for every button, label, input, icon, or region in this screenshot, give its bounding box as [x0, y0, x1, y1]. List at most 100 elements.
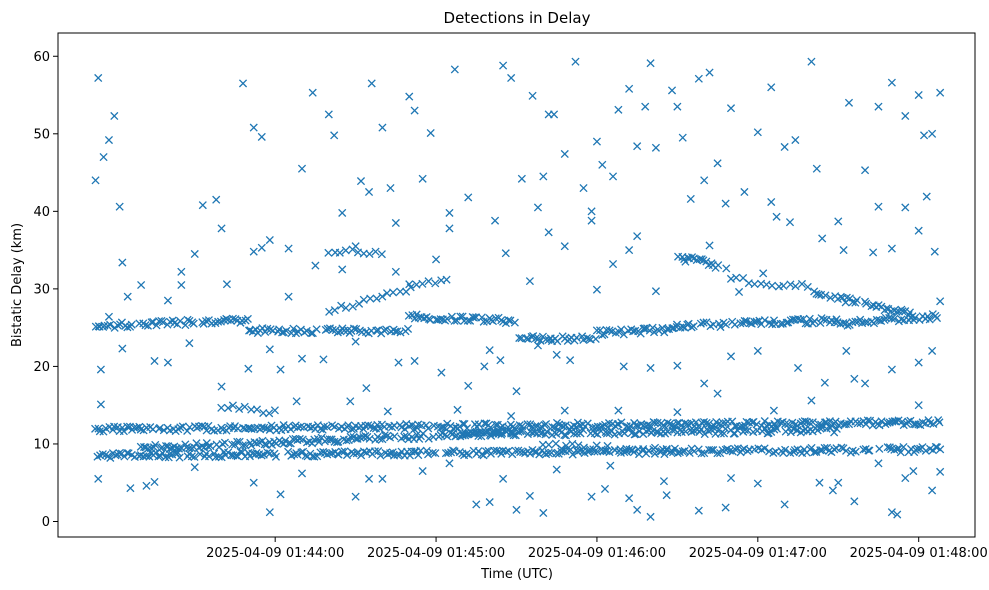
- data-point: [298, 435, 307, 444]
- data-point: [901, 111, 910, 121]
- data-point: [371, 247, 380, 256]
- data-point: [605, 448, 614, 457]
- data-point: [673, 361, 682, 370]
- data-point: [807, 396, 816, 405]
- data-point: [346, 432, 355, 441]
- plot-area: [91, 57, 945, 521]
- data-point: [511, 446, 520, 455]
- x-tick-label: 2025-04-09 01:48:00: [850, 546, 988, 561]
- data-point: [249, 247, 258, 256]
- data-point: [307, 439, 317, 448]
- data-point: [816, 446, 825, 455]
- data-point: [536, 336, 545, 345]
- data-point: [869, 248, 878, 257]
- data-point: [663, 427, 672, 436]
- data-point: [651, 143, 660, 152]
- data-point: [560, 149, 569, 159]
- data-point: [445, 459, 454, 468]
- data-point: [614, 105, 623, 114]
- data-point: [600, 484, 610, 493]
- data-point: [533, 203, 543, 212]
- data-point: [759, 269, 768, 278]
- data-point: [517, 174, 526, 183]
- data-point: [444, 448, 453, 457]
- data-point: [340, 447, 349, 456]
- data-point: [378, 435, 387, 444]
- data-point: [370, 447, 379, 456]
- data-point: [676, 425, 685, 434]
- data-point: [722, 264, 731, 273]
- data-point: [337, 301, 346, 310]
- data-point: [780, 500, 789, 509]
- data-point: [808, 418, 817, 427]
- data-point: [175, 453, 184, 462]
- data-point: [330, 131, 339, 140]
- data-point: [592, 137, 601, 146]
- data-point: [437, 368, 446, 377]
- data-point: [499, 474, 508, 483]
- data-point: [646, 59, 655, 68]
- data-point: [721, 424, 730, 433]
- data-point: [265, 508, 274, 517]
- data-point: [702, 257, 711, 266]
- data-point: [535, 450, 544, 459]
- data-point: [718, 446, 727, 455]
- data-point: [639, 444, 648, 454]
- data-point: [252, 448, 261, 458]
- data-point: [645, 446, 654, 455]
- data-point: [367, 79, 376, 88]
- data-point: [224, 403, 233, 413]
- data-point: [841, 419, 851, 429]
- data-point: [819, 315, 828, 324]
- x-axis: 2025-04-09 01:44:00 2025-04-09 01:45:00 20…: [206, 537, 988, 561]
- data-point: [115, 449, 124, 458]
- data-point: [96, 400, 105, 409]
- data-point: [760, 417, 769, 426]
- data-point: [418, 467, 427, 476]
- data-point: [730, 444, 739, 454]
- data-point: [424, 277, 433, 286]
- data-point: [633, 232, 642, 241]
- data-point: [875, 444, 884, 453]
- data-point: [235, 404, 244, 414]
- data-point: [431, 449, 440, 458]
- data-point: [356, 433, 365, 442]
- data-point: [276, 365, 285, 374]
- data-point: [458, 312, 467, 321]
- data-point: [750, 317, 759, 326]
- data-point: [752, 317, 761, 326]
- data-point: [914, 401, 923, 410]
- data-point: [214, 317, 223, 326]
- data-point: [678, 322, 688, 332]
- data-point: [136, 425, 145, 434]
- data-point: [887, 365, 896, 374]
- data-point: [284, 292, 293, 301]
- data-point: [405, 92, 414, 101]
- data-point: [936, 297, 945, 306]
- data-point: [891, 417, 901, 426]
- data-point: [265, 425, 274, 434]
- data-point: [410, 106, 419, 115]
- data-point: [850, 374, 859, 383]
- data-point: [625, 84, 634, 93]
- data-point: [143, 444, 153, 453]
- data-point: [263, 448, 272, 457]
- data-point: [926, 419, 935, 428]
- data-point: [202, 426, 211, 435]
- data-point: [687, 323, 696, 332]
- data-point: [668, 448, 678, 457]
- data-point: [297, 164, 307, 173]
- data-point: [861, 166, 870, 175]
- data-point: [260, 440, 269, 449]
- data-point: [597, 445, 606, 454]
- data-point: [764, 428, 773, 437]
- y-axis: 0 10 20 30 40 50 60: [33, 50, 58, 530]
- data-point: [177, 280, 186, 290]
- data-point: [716, 322, 725, 332]
- data-point: [828, 486, 837, 495]
- data-point: [552, 350, 561, 359]
- data-point: [887, 314, 896, 323]
- data-point: [149, 443, 158, 452]
- y-tick-label: 60: [33, 50, 50, 65]
